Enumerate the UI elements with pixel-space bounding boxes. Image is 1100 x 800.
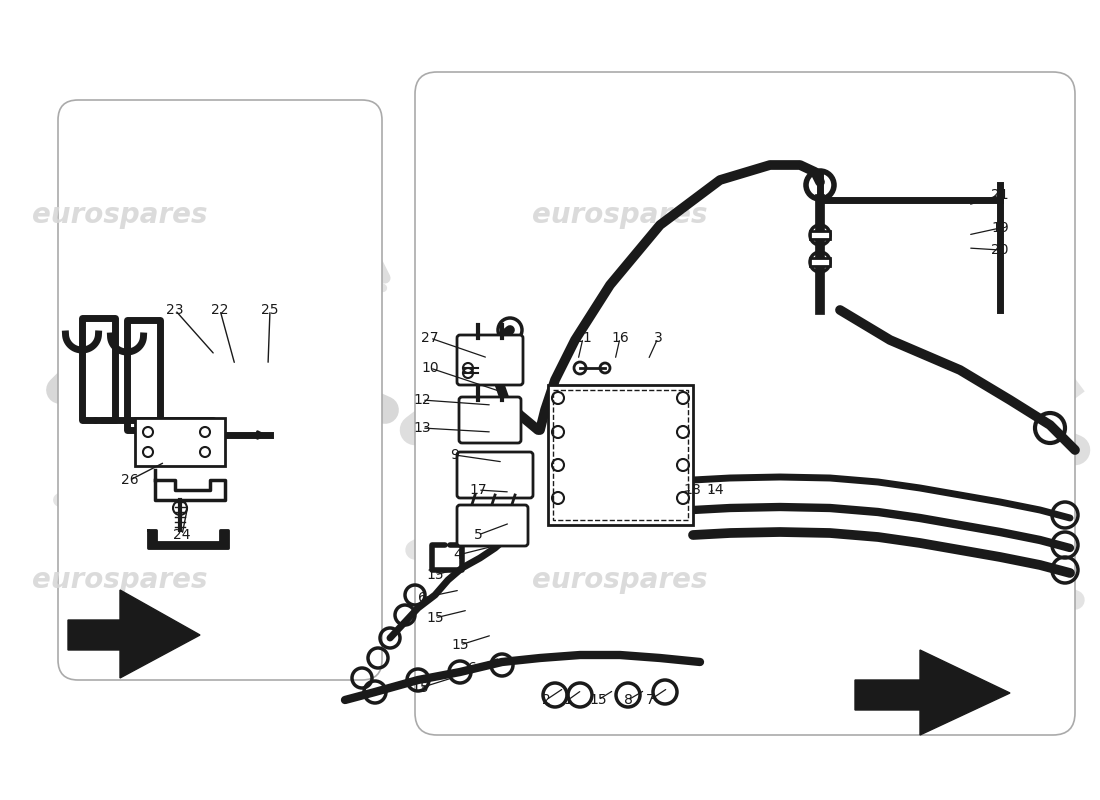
FancyBboxPatch shape [456,452,534,498]
Text: 4: 4 [453,548,462,562]
Text: 20: 20 [991,243,1009,257]
Text: 26: 26 [121,473,139,487]
Text: 3: 3 [653,331,662,345]
Text: 16: 16 [612,331,629,345]
Text: 15: 15 [426,611,443,625]
Text: eurospares: eurospares [532,201,707,229]
Text: 15: 15 [411,681,429,695]
FancyBboxPatch shape [58,100,382,680]
Text: 19: 19 [991,221,1009,235]
Text: 23: 23 [166,303,184,317]
Polygon shape [855,650,1010,735]
FancyBboxPatch shape [810,231,830,239]
Text: 9: 9 [451,448,460,462]
FancyBboxPatch shape [415,72,1075,735]
Text: 13: 13 [414,421,431,435]
Text: 8: 8 [624,693,632,707]
Text: 7: 7 [646,693,654,707]
FancyBboxPatch shape [548,385,693,525]
Polygon shape [68,590,200,678]
Text: 2: 2 [541,693,550,707]
Text: 15: 15 [451,638,469,652]
Text: 25: 25 [262,303,278,317]
Text: 27: 27 [421,331,439,345]
Text: eurospares: eurospares [532,566,707,594]
Text: 10: 10 [421,361,439,375]
FancyBboxPatch shape [810,258,830,266]
Text: 6: 6 [418,591,427,605]
Text: eurospares: eurospares [32,201,208,229]
Text: 18: 18 [683,483,701,497]
Polygon shape [148,530,228,548]
Text: 22: 22 [211,303,229,317]
FancyBboxPatch shape [135,418,226,466]
Text: 15: 15 [426,568,443,582]
FancyBboxPatch shape [456,335,522,385]
Text: 6: 6 [468,661,476,675]
Text: eurospares: eurospares [32,566,208,594]
Text: 21: 21 [991,188,1009,202]
FancyBboxPatch shape [456,505,528,546]
Text: 12: 12 [414,393,431,407]
Text: 14: 14 [706,483,724,497]
Text: 11: 11 [574,331,592,345]
Text: 15: 15 [590,693,607,707]
Text: 17: 17 [470,483,487,497]
Text: 24: 24 [174,528,190,542]
Text: 5: 5 [474,528,483,542]
Text: 1: 1 [563,693,572,707]
FancyBboxPatch shape [459,397,521,443]
